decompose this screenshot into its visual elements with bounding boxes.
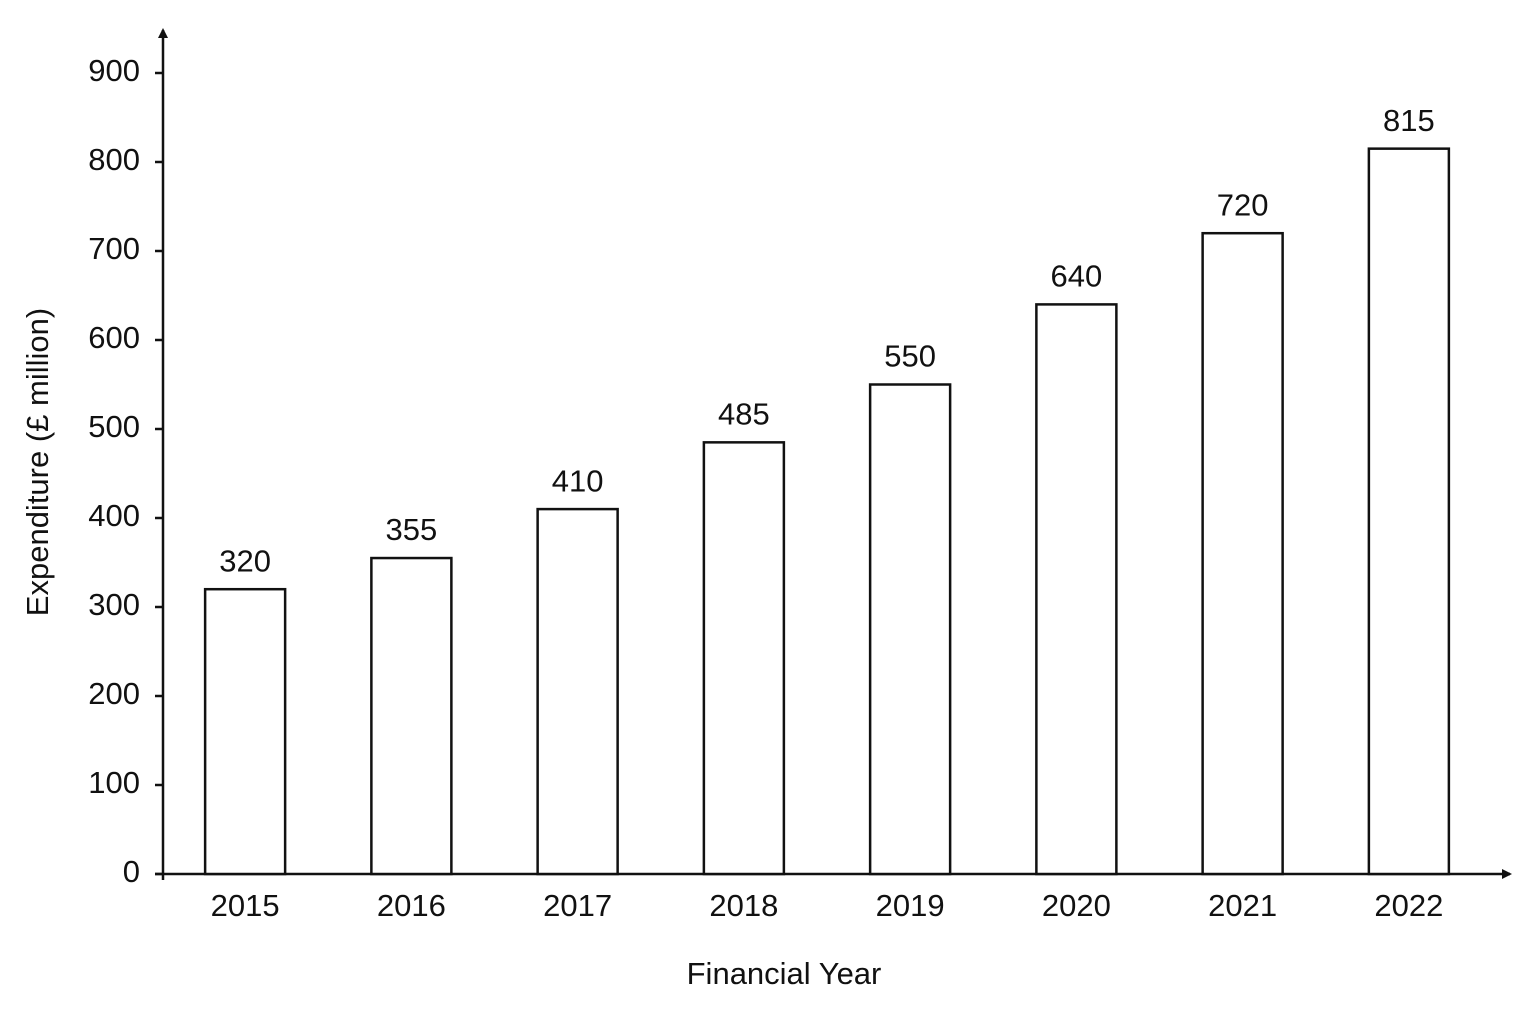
x-axis-label: Financial Year (687, 956, 882, 991)
value-label: 410 (552, 463, 604, 498)
x-tick-label: 2019 (876, 888, 945, 923)
x-tick-label: 2018 (709, 888, 778, 923)
value-label: 485 (718, 397, 770, 432)
value-label: 550 (884, 339, 936, 374)
bar (702, 441, 786, 876)
bar (370, 556, 453, 876)
value-label: 320 (219, 543, 271, 578)
bar (1035, 303, 1118, 876)
y-tick-label: 500 (88, 409, 140, 444)
bar (1201, 231, 1284, 876)
y-tick-label: 600 (88, 320, 140, 355)
y-tick-label: 300 (88, 587, 140, 622)
value-label: 720 (1217, 187, 1269, 222)
y-tick-label: 400 (88, 498, 140, 533)
y-tick-label: 200 (88, 676, 140, 711)
y-tick-label: 700 (88, 231, 140, 266)
y-tick-label: 800 (88, 142, 140, 177)
value-label: 640 (1051, 259, 1103, 294)
x-tick-label: 2022 (1374, 888, 1443, 923)
bar (203, 587, 287, 876)
x-tick-label: 2021 (1208, 888, 1277, 923)
x-tick-label: 2020 (1042, 888, 1111, 923)
value-label: 815 (1383, 103, 1435, 138)
value-label: 355 (386, 512, 438, 547)
y-tick-label: 100 (88, 765, 140, 800)
bar (536, 507, 619, 876)
bar (868, 383, 952, 876)
x-tick-label: 2016 (377, 888, 446, 923)
y-axis-label: Expenditure (£ million) (20, 308, 55, 616)
x-tick-label: 2017 (543, 888, 612, 923)
x-tick-label: 2015 (211, 888, 280, 923)
y-tick-label: 900 (88, 53, 140, 88)
y-tick-label: 0 (123, 854, 140, 889)
bar (1367, 147, 1451, 876)
